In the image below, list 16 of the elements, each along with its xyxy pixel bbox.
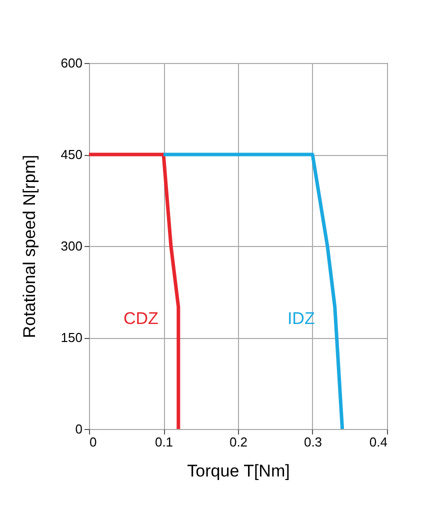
y-tick-label: 0 — [75, 422, 82, 436]
x-tick-label: 0 — [90, 434, 97, 450]
series-label: CDZ — [123, 309, 158, 328]
x-tick-label: 0.2 — [229, 434, 248, 450]
y-tick-label: 600 — [60, 56, 82, 70]
y-tick-label: 150 — [60, 330, 82, 345]
y-axis-title: Rotational speed N[rpm] — [20, 154, 39, 338]
x-axis-title: Torque T[Nm] — [187, 462, 290, 480]
y-tick-label: 300 — [60, 238, 82, 254]
line-series — [87, 152, 180, 431]
x-tick-label: 0.1 — [154, 434, 174, 450]
x-tick-label: 0.3 — [304, 434, 322, 450]
x-tick-label: 0.4 — [369, 434, 388, 450]
y-tick-label: 450 — [60, 147, 82, 162]
line-series — [162, 152, 344, 431]
series-label: IDZ — [287, 309, 315, 328]
